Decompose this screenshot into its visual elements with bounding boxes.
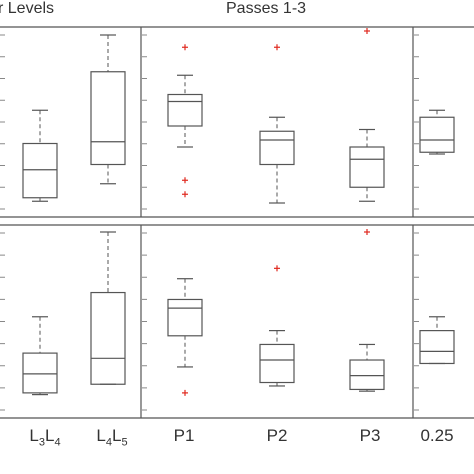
boxplot-p1-top xyxy=(167,44,203,198)
iqr-box xyxy=(90,71,126,166)
category-label-l4l5: L4L5 xyxy=(96,426,128,449)
boxplot-l3l4-top xyxy=(22,109,58,202)
boxplot-p1-bottom xyxy=(167,278,203,396)
category-label-p2: P2 xyxy=(266,426,288,445)
boxplot-l4l5-bottom xyxy=(90,231,126,385)
boxplot-p3-top xyxy=(349,28,385,202)
iqr-box xyxy=(259,343,295,384)
outlier-marker xyxy=(182,389,188,396)
iqr-box xyxy=(167,93,203,127)
iqr-box xyxy=(22,142,58,199)
left-group-title: r Levels xyxy=(0,0,55,17)
iqr-box xyxy=(90,291,126,385)
boxplot-025-bottom xyxy=(419,316,455,365)
iqr-box xyxy=(259,130,295,166)
outlier-marker xyxy=(182,177,188,184)
outlier-marker xyxy=(182,191,188,198)
boxplot-marks xyxy=(22,28,455,396)
iqr-box xyxy=(419,116,455,153)
iqr-box xyxy=(419,330,455,365)
category-label-p1: P1 xyxy=(173,426,195,445)
category-label-025: 0.25 xyxy=(420,426,454,445)
outlier-marker xyxy=(274,44,280,51)
outlier-marker xyxy=(364,28,370,34)
boxplot-l4l5-top xyxy=(90,34,126,185)
boxplot-p2-bottom xyxy=(259,265,295,387)
category-label-p3: P3 xyxy=(359,426,381,445)
iqr-box xyxy=(349,359,385,391)
outlier-marker xyxy=(274,265,280,272)
right-group-title: Passes 1-3 xyxy=(226,0,307,17)
outlier-marker xyxy=(182,44,188,51)
category-label-l3l4: L3L4 xyxy=(29,426,61,449)
outlier-marker xyxy=(364,229,370,235)
iqr-box xyxy=(22,352,58,394)
panel-frames xyxy=(0,26,474,419)
boxplot-p2-top xyxy=(259,44,295,204)
boxplot-p3-bottom xyxy=(349,229,385,392)
iqr-box xyxy=(349,146,385,188)
boxplot-l3l4-bottom xyxy=(22,316,58,396)
boxplot-025-top xyxy=(419,109,455,155)
iqr-box xyxy=(167,298,203,337)
